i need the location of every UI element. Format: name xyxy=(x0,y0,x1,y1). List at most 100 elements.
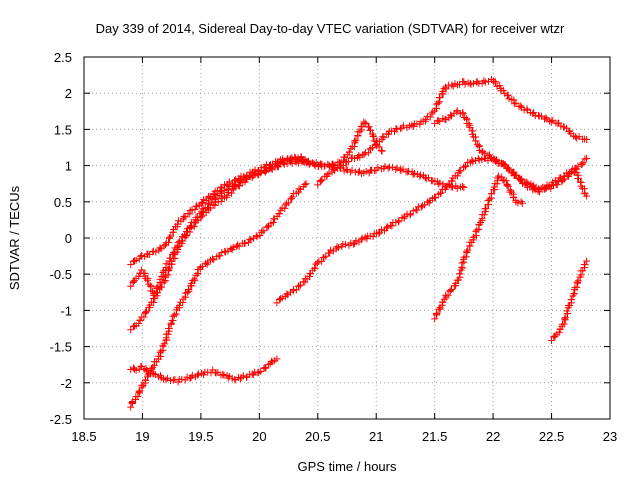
data-point xyxy=(509,168,517,176)
data-point xyxy=(183,288,191,296)
data-point xyxy=(461,80,469,88)
data-point xyxy=(377,146,385,154)
data-point xyxy=(350,240,358,248)
data-point xyxy=(186,207,194,215)
data-point xyxy=(135,272,143,280)
y-axis-ticks: -2.5 -2 -1.5 -1 -0.5 0 0.5 1 1.5 2 2.5 xyxy=(50,50,610,427)
data-point xyxy=(267,164,275,172)
data-point xyxy=(135,319,143,327)
data-point xyxy=(423,112,431,120)
data-point xyxy=(360,150,368,158)
data-point xyxy=(481,78,489,86)
data-points xyxy=(127,76,591,411)
y-tick-label: -1.5 xyxy=(50,340,72,355)
data-point xyxy=(198,199,206,207)
data-point xyxy=(157,283,165,291)
data-point xyxy=(374,164,382,172)
data-point xyxy=(218,249,226,257)
data-point xyxy=(441,116,449,124)
data-point xyxy=(528,183,536,191)
data-point xyxy=(325,169,333,177)
data-point xyxy=(220,187,228,195)
data-point xyxy=(546,117,554,125)
data-point xyxy=(459,110,467,118)
data-point xyxy=(193,213,201,221)
data-point xyxy=(165,234,173,242)
data-point xyxy=(336,161,344,169)
data-point xyxy=(164,260,172,268)
data-point xyxy=(345,148,353,156)
data-point xyxy=(277,295,285,303)
data-point xyxy=(425,174,433,182)
data-point xyxy=(459,183,467,191)
data-point xyxy=(269,218,277,226)
data-point xyxy=(542,114,550,122)
data-point xyxy=(502,177,510,185)
x-tick-label: 19 xyxy=(135,429,149,444)
data-point xyxy=(174,239,182,247)
y-tick-label: -2 xyxy=(60,376,72,391)
data-point xyxy=(518,175,526,183)
y-tick-label: -1 xyxy=(60,303,72,318)
data-point xyxy=(207,198,215,206)
data-point xyxy=(442,115,450,123)
series-9 xyxy=(431,107,591,200)
data-point xyxy=(388,222,396,230)
data-point xyxy=(393,164,401,172)
data-point xyxy=(265,161,273,169)
x-tick-label: 20.5 xyxy=(305,429,330,444)
data-point xyxy=(295,282,303,290)
data-point xyxy=(379,133,387,141)
data-point xyxy=(211,196,219,204)
data-point xyxy=(570,289,578,297)
data-point xyxy=(140,313,148,321)
data-point xyxy=(209,255,217,263)
data-point xyxy=(219,370,227,378)
data-point xyxy=(234,241,242,249)
data-point xyxy=(326,249,334,257)
data-point xyxy=(204,203,212,211)
data-point xyxy=(281,204,289,212)
data-point xyxy=(198,262,206,270)
x-tick-label: 21.5 xyxy=(422,429,447,444)
data-point xyxy=(273,355,281,363)
data-point xyxy=(573,278,581,286)
data-point xyxy=(167,232,175,240)
data-point xyxy=(583,257,591,265)
data-point xyxy=(417,171,425,179)
data-point xyxy=(547,118,555,126)
data-point xyxy=(224,186,232,194)
data-point xyxy=(561,314,569,322)
data-point xyxy=(342,165,350,173)
data-point xyxy=(441,185,449,193)
data-point xyxy=(400,122,408,130)
data-point xyxy=(474,141,482,149)
data-point xyxy=(254,369,262,377)
data-point xyxy=(210,256,218,264)
data-point xyxy=(351,155,359,163)
data-point xyxy=(213,191,221,199)
data-point xyxy=(260,227,268,235)
data-point xyxy=(216,192,224,200)
data-point xyxy=(212,369,220,377)
data-point xyxy=(510,100,518,108)
y-tick-label: 1 xyxy=(65,159,72,174)
data-point xyxy=(351,137,359,145)
data-point xyxy=(246,235,254,243)
data-point xyxy=(518,199,526,207)
data-point xyxy=(283,290,291,298)
data-point xyxy=(301,180,309,188)
y-axis-label: SDTVAR / TECUs xyxy=(7,185,22,290)
data-point xyxy=(431,193,439,201)
data-point xyxy=(420,201,428,209)
data-point xyxy=(170,248,178,256)
data-point xyxy=(553,181,561,189)
data-point xyxy=(487,190,495,198)
data-point xyxy=(486,195,494,203)
data-point xyxy=(372,141,380,149)
y-tick-label: 2.5 xyxy=(54,50,72,65)
x-tick-label: 20 xyxy=(252,429,266,444)
data-point xyxy=(166,264,174,272)
data-point xyxy=(491,79,499,87)
data-point xyxy=(292,286,300,294)
